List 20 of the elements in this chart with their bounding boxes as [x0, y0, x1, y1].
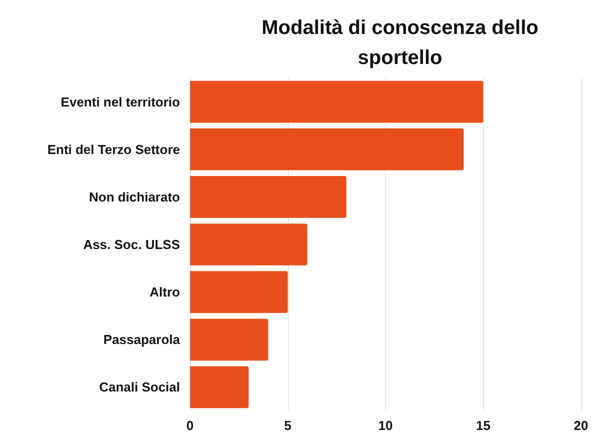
- y-tick-label: Canali Social: [99, 380, 180, 395]
- y-tick-label: Passaparola: [103, 332, 181, 348]
- bar: [190, 80, 484, 123]
- bar: [190, 128, 464, 170]
- y-tick-label: Eventi nel territorio: [60, 94, 180, 110]
- x-tick-label: 0: [186, 418, 194, 433]
- y-tick-label: Non dichiarato: [88, 189, 180, 204]
- bar: [190, 318, 268, 361]
- x-tick-label: 15: [476, 418, 490, 433]
- x-tick-label: 5: [284, 418, 292, 433]
- bar: [190, 224, 308, 266]
- x-tick-label: 20: [574, 418, 588, 433]
- chart-title: Modalità di conoscenza dello sportello: [262, 17, 538, 69]
- y-tick-label: Enti del Terzo Settore: [47, 142, 180, 157]
- bar: [190, 271, 288, 314]
- bar: [190, 176, 346, 218]
- y-tick-label: Ass. Soc. ULSS: [83, 237, 180, 252]
- x-tick-label: 10: [378, 418, 393, 433]
- bar: [190, 366, 249, 408]
- y-tick-label: Altro: [150, 284, 180, 300]
